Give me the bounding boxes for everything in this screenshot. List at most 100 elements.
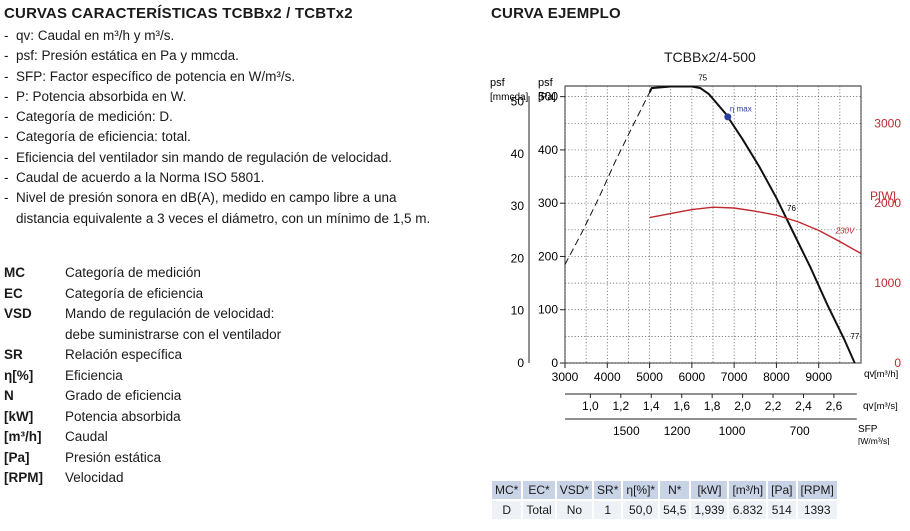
glossary-key bbox=[4, 325, 65, 346]
glossary-row: [RPM] Velocidad bbox=[4, 468, 281, 489]
table-value-cell: Total bbox=[523, 501, 555, 519]
glossary-value: Categoría de eficiencia bbox=[65, 285, 204, 301]
axis-unit-sfp: [W/m³/s] bbox=[858, 436, 890, 445]
results-table: MC* EC* VSD* SR* η[%]* N* [kW] [m³/h] [Pa] [RPM] … bbox=[490, 479, 839, 521]
spec-item: Eficiencia del ventilador sin mando de r… bbox=[4, 148, 444, 169]
tick-label-m3h: 3000 bbox=[552, 370, 579, 384]
tick-label-mmcda: 20 bbox=[511, 251, 525, 265]
table-header-cell: η[%]* bbox=[623, 481, 659, 499]
section-title-curves: CURVAS CARACTERÍSTICAS TCBBx2 / TCBTx2 bbox=[4, 5, 353, 22]
tick-label-m3s: 2,4 bbox=[795, 399, 812, 413]
glossary-key: [m³/h] bbox=[4, 429, 42, 444]
table-value-cell: 50,0 bbox=[623, 501, 659, 519]
axis-title-m3h: qv bbox=[864, 369, 875, 380]
tick-label-mmcda: 10 bbox=[511, 304, 525, 318]
chart-annotation: 230V bbox=[835, 227, 855, 236]
pressure-curve-dashed bbox=[564, 92, 651, 265]
fan-curve-chart: 0100200300400500010203040500100020003000… bbox=[490, 74, 901, 445]
axis-unit-mmcda: [mmcda] bbox=[490, 92, 529, 103]
spec-item: psf: Presión estática en Pa y mmcda. bbox=[4, 46, 444, 67]
axis-title-pa: psf bbox=[538, 77, 554, 89]
tick-label-mmcda: 0 bbox=[517, 356, 524, 370]
glossary-row: [m³/h] Caudal bbox=[4, 427, 281, 448]
spec-list: qv: Caudal en m³/h y m³/s. psf: Presión … bbox=[4, 26, 444, 229]
table-value-cell: No bbox=[556, 501, 593, 519]
chart-annotation: η max bbox=[730, 105, 752, 114]
spec-item: qv: Caudal en m³/h y m³/s. bbox=[4, 26, 444, 47]
power-curve bbox=[649, 206, 862, 255]
glossary-key: EC bbox=[4, 285, 23, 301]
glossary-value: Presión estática bbox=[65, 449, 162, 465]
tick-label-sfp: 1200 bbox=[664, 424, 691, 438]
tick-label-m3h: 4000 bbox=[594, 370, 621, 384]
table-value-cell: 1,939 bbox=[691, 501, 728, 519]
tick-label-power: 0 bbox=[894, 356, 901, 370]
glossary-row: VSD Mando de regulación de velocidad: bbox=[4, 304, 281, 325]
tick-label-sfp: 700 bbox=[790, 424, 810, 438]
axis-title-m3s: qv bbox=[863, 401, 874, 412]
glossary-key: [RPM] bbox=[4, 470, 43, 485]
tick-label-m3h: 7000 bbox=[721, 370, 748, 384]
table-value-cell: 514 bbox=[768, 501, 796, 519]
tick-label-m3h: 8000 bbox=[763, 370, 790, 384]
chart-axes bbox=[528, 96, 857, 420]
eta-max-point bbox=[724, 113, 732, 121]
chart-series bbox=[564, 85, 862, 364]
axis-unit-m3h: [m³/h] bbox=[874, 369, 898, 380]
chart-grid bbox=[564, 85, 862, 364]
chart-labels: 0100200300400500010203040500100020003000… bbox=[490, 74, 901, 445]
tick-label-m3s: 1,2 bbox=[612, 399, 629, 413]
table-value-cell: D bbox=[492, 501, 522, 519]
table-value-cell: 1 bbox=[594, 501, 622, 519]
glossary-value: Caudal bbox=[65, 429, 108, 444]
glossary-value: Velocidad bbox=[65, 470, 124, 485]
chart-annotation: 75 bbox=[698, 74, 707, 83]
table-header-cell: VSD* bbox=[556, 481, 593, 499]
tick-label-sfp: 1500 bbox=[613, 424, 640, 438]
tick-label-power: 2000 bbox=[874, 196, 901, 210]
glossary-value: Categoría de medición bbox=[65, 265, 201, 280]
glossary-row: N Grado de eficiencia bbox=[4, 386, 281, 407]
chart-annotation: 76 bbox=[787, 204, 796, 213]
glossary-key: SR bbox=[4, 347, 23, 362]
glossary-row: [Pa] Presión estática bbox=[4, 448, 281, 469]
results-header-row: MC* EC* VSD* SR* η[%]* N* [kW] [m³/h] [Pa] [RPM] bbox=[492, 481, 837, 499]
glossary-value: Potencia absorbida bbox=[65, 408, 181, 424]
glossary-key: η[%] bbox=[4, 367, 34, 383]
glossary-key: [Pa] bbox=[4, 449, 30, 465]
table-header-cell: MC* bbox=[492, 481, 522, 499]
glossary: MC Categoría de medición EC Categoría de e… bbox=[4, 263, 281, 489]
axis-unit-m3s: [m³/s] bbox=[874, 401, 898, 412]
glossary-value: Grado de eficiencia bbox=[65, 388, 182, 403]
axis-title-sfp: SFP bbox=[858, 424, 878, 435]
tick-label-power: 3000 bbox=[874, 116, 901, 130]
glossary-row: MC Categoría de medición bbox=[4, 263, 281, 284]
glossary-row: debe suministrarse con el ventilador bbox=[4, 325, 281, 346]
glossary-value: Mando de regulación de velocidad: bbox=[65, 306, 275, 321]
spec-item: Nivel de presión sonora en dB(A), medido… bbox=[4, 188, 444, 229]
axis-unit-pa: [Pa] bbox=[538, 92, 556, 103]
glossary-key: VSD bbox=[4, 306, 32, 321]
tick-label-m3s: 1,8 bbox=[704, 399, 721, 413]
tick-label-pa: 400 bbox=[538, 143, 558, 157]
table-header-cell: EC* bbox=[523, 481, 555, 499]
table-header-cell: [RPM] bbox=[797, 481, 837, 499]
tick-label-m3s: 1,0 bbox=[582, 399, 599, 413]
table-header-cell: SR* bbox=[594, 481, 622, 499]
spec-item: Categoría de eficiencia: total. bbox=[4, 127, 444, 148]
glossary-key: [kW] bbox=[4, 408, 34, 424]
glossary-row: [kW] Potencia absorbida bbox=[4, 407, 281, 428]
tick-label-m3s: 2,0 bbox=[734, 399, 751, 413]
spec-item: Categoría de medición: D. bbox=[4, 107, 444, 128]
axis-title-mmcda: psf bbox=[490, 77, 506, 89]
glossary-value: Relación específica bbox=[65, 347, 183, 362]
spec-item: P: Potencia absorbida en W. bbox=[4, 87, 444, 108]
glossary-row: SR Relación específica bbox=[4, 345, 281, 366]
axis-title-power: P[W] bbox=[870, 189, 896, 203]
tick-label-m3h: 6000 bbox=[679, 370, 706, 384]
tick-label-m3s: 1,4 bbox=[643, 399, 660, 413]
tick-label-m3s: 2,2 bbox=[765, 399, 782, 413]
table-value-cell: 1393 bbox=[797, 501, 837, 519]
chart-annotation: 77 bbox=[850, 332, 859, 341]
glossary-value: debe suministrarse con el ventilador bbox=[65, 326, 282, 342]
